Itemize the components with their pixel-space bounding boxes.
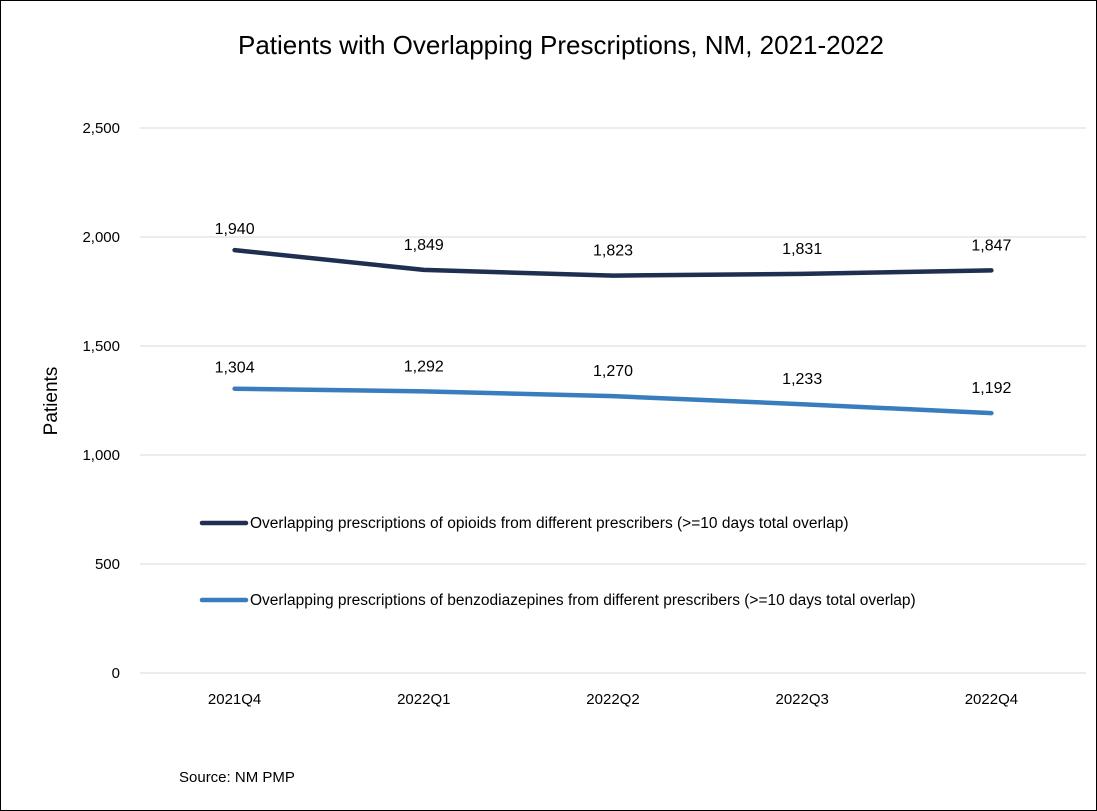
series-layer	[232, 247, 994, 416]
gridlines	[140, 127, 1086, 674]
y-tick-label: 2,500	[82, 120, 120, 137]
data-label: 1,270	[593, 363, 633, 380]
data-label: 1,292	[404, 358, 444, 375]
data-label: 1,823	[593, 243, 633, 260]
data-label: 1,831	[782, 241, 822, 258]
y-tick-label: 0	[112, 665, 120, 682]
x-tick-label: 2022Q4	[965, 691, 1018, 708]
chart-title: Patients with Overlapping Prescriptions,…	[238, 30, 884, 60]
legend-label-1: Overlapping prescriptions of opioids fro…	[250, 515, 848, 532]
x-axis-ticks: 2021Q4 2022Q1 2022Q2 2022Q3 2022Q4	[208, 691, 1018, 708]
legend-label-2: Overlapping prescriptions of benzodiazep…	[250, 592, 916, 609]
y-axis-ticks: 0 500 1,000 1,500 2,000 2,500	[82, 120, 120, 682]
y-tick-label: 1,500	[82, 338, 120, 355]
y-axis-label: Patients	[41, 367, 62, 436]
series-line-2	[232, 386, 994, 416]
data-label: 1,233	[782, 371, 822, 388]
y-tick-label: 2,000	[82, 229, 120, 246]
x-tick-label: 2022Q2	[586, 691, 639, 708]
x-tick-label: 2022Q3	[776, 691, 829, 708]
data-label: 1,304	[215, 360, 255, 377]
data-label: 1,849	[404, 237, 444, 254]
legend: Overlapping prescriptions of opioids fro…	[199, 515, 916, 609]
y-tick-label: 500	[95, 556, 120, 573]
data-label: 1,940	[215, 221, 255, 238]
data-labels: 1,940 1,849 1,823 1,831 1,847 1,304 1,292 1,270…	[215, 221, 1012, 397]
chart-source: Source: NM PMP	[179, 769, 295, 786]
y-tick-label: 1,000	[82, 447, 120, 464]
x-tick-label: 2022Q1	[397, 691, 450, 708]
data-label: 1,192	[971, 380, 1011, 397]
data-label: 1,847	[971, 237, 1011, 254]
x-tick-label: 2021Q4	[208, 691, 261, 708]
series-line-1	[232, 247, 994, 278]
